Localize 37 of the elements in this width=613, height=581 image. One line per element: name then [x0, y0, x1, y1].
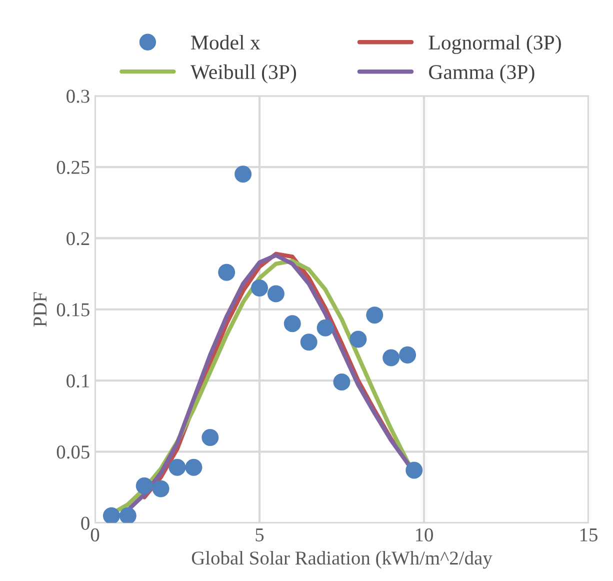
point: [382, 349, 400, 366]
x-tick-label: 10: [416, 528, 433, 542]
x-tick-label: 0: [90, 528, 100, 542]
point: [366, 306, 384, 324]
point: [251, 280, 268, 297]
y-tick-label: 0: [81, 516, 90, 530]
legend-label: Gamma (3P): [429, 64, 534, 84]
y-tick-label: 0.3: [66, 90, 90, 103]
point: [316, 319, 334, 336]
y-tick-label: 0.15: [56, 303, 90, 316]
point: [168, 458, 186, 476]
point: [136, 477, 153, 494]
y-tick-label: 0.1: [66, 374, 89, 388]
point: [234, 166, 252, 183]
x-axis-title: Global Solar Radiation (kWh/m^2/day: [192, 550, 492, 569]
y-tick-label: 0.05: [56, 446, 90, 459]
point: [406, 462, 423, 479]
point: [267, 285, 284, 302]
point: [152, 480, 170, 498]
y-tick-label: 0.2: [66, 232, 90, 246]
point: [218, 264, 236, 281]
point: [300, 334, 318, 351]
y-tick-label: 0.25: [56, 160, 90, 174]
legend-label: Model x: [191, 34, 260, 50]
point: [185, 458, 202, 476]
point: [102, 507, 120, 523]
y-axis-title: PDF: [34, 292, 46, 327]
legend-label: Lognormal (3P): [428, 34, 561, 54]
point: [202, 428, 219, 446]
legend-label: Weibull (3P): [190, 64, 296, 84]
point: [284, 315, 301, 332]
point: [399, 346, 416, 364]
x-tick-label: 5: [256, 528, 264, 542]
point: [350, 330, 367, 348]
x-tick-label: 15: [580, 528, 598, 542]
point: [119, 507, 136, 523]
point: [333, 373, 350, 390]
